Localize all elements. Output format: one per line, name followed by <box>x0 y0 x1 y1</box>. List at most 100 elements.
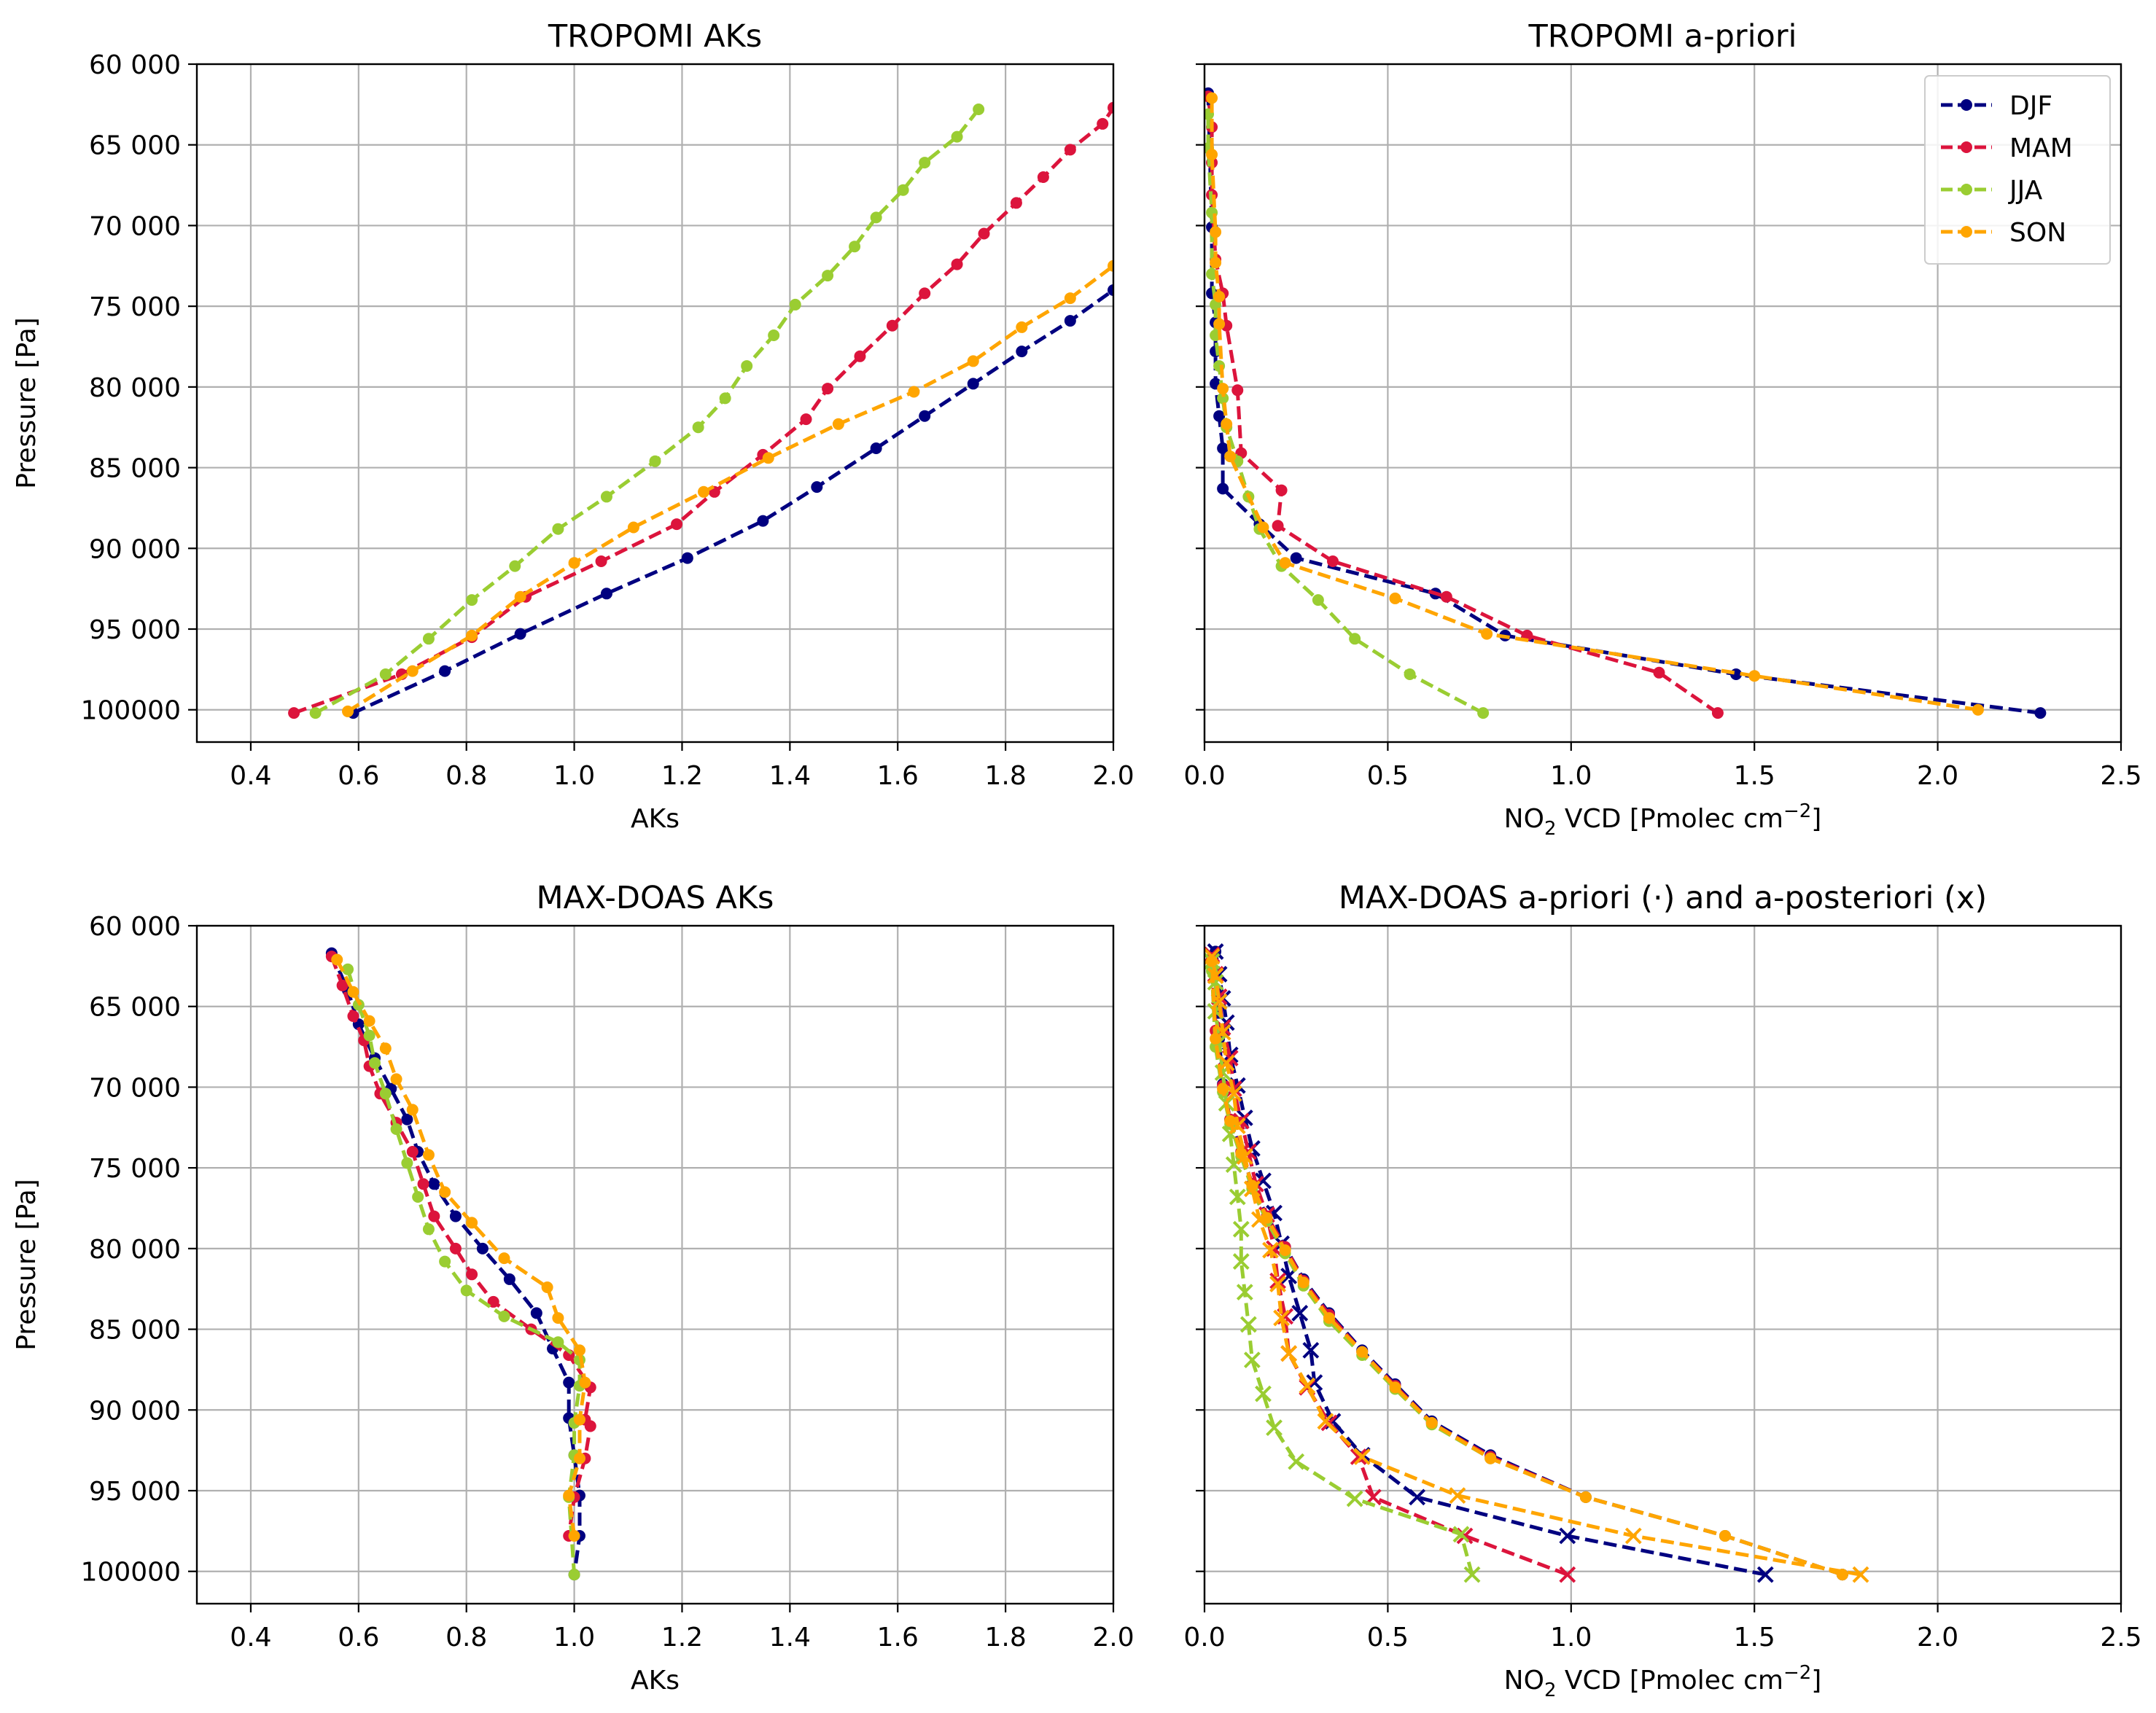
data-point <box>811 481 823 493</box>
data-point <box>439 1186 451 1198</box>
y-tick-label: 100000 <box>81 1558 181 1588</box>
data-point <box>1653 666 1665 679</box>
data-point-x-marker <box>1218 1054 1235 1072</box>
data-point <box>1016 321 1028 333</box>
data-point <box>1010 197 1022 209</box>
data-point <box>390 1123 402 1135</box>
data-point <box>1272 520 1284 532</box>
x-tick-label: 0.0 <box>1183 761 1225 791</box>
data-point <box>1349 633 1361 645</box>
y-tick-label: 75 000 <box>89 292 181 322</box>
data-point <box>886 319 898 332</box>
data-point-x-marker <box>1243 1180 1261 1198</box>
data-point <box>1210 257 1222 269</box>
data-point <box>466 1217 478 1229</box>
data-point <box>1016 346 1028 358</box>
data-point <box>579 1376 591 1389</box>
data-point <box>854 350 866 362</box>
data-point-x-marker <box>1280 1345 1298 1362</box>
data-point <box>1425 1417 1438 1429</box>
data-point <box>498 1252 510 1265</box>
y-tick-label: 75 000 <box>89 1154 181 1184</box>
data-point-x-marker <box>1232 1220 1250 1238</box>
data-point-x-marker <box>1353 1448 1371 1465</box>
data-point <box>487 1295 499 1308</box>
x-tick-label: 2.5 <box>2100 761 2141 791</box>
x-tick-label: 1.5 <box>1734 761 1775 791</box>
data-point <box>919 287 931 300</box>
data-point <box>600 491 612 503</box>
x-tick-label: 0.8 <box>445 1623 487 1652</box>
data-point <box>741 360 753 372</box>
data-point <box>768 329 780 341</box>
x-tick-label: 0.6 <box>338 1623 379 1652</box>
data-point-x-marker <box>1205 948 1221 965</box>
data-point-x-marker <box>1463 1566 1481 1583</box>
data-point <box>288 707 300 719</box>
data-point <box>584 1420 596 1432</box>
plot-area <box>1205 87 2047 719</box>
x-tick-label: 0.4 <box>230 761 271 791</box>
data-point-x-marker <box>1756 1566 1774 1583</box>
panel-4: 0.0 0.5 1.0 1.5 2.0 2.5 MAX-DOAS a-priori (·) … <box>1183 880 2141 1701</box>
data-point <box>1108 260 1113 272</box>
data-point <box>870 211 882 224</box>
data-point-x-marker <box>1269 1272 1286 1289</box>
data-point <box>1217 442 1229 454</box>
data-point <box>1224 450 1237 463</box>
data-point <box>1108 284 1113 296</box>
data-point <box>1064 315 1076 327</box>
data-point-x-marker <box>1273 1309 1291 1327</box>
axes-frame <box>195 924 1115 1605</box>
data-point <box>649 455 661 467</box>
data-point <box>1217 1082 1229 1095</box>
data-point-x-marker <box>1236 1148 1253 1166</box>
data-point <box>1484 1452 1497 1464</box>
data-point <box>1477 707 1490 719</box>
data-point <box>568 1569 580 1581</box>
series-son <box>342 260 1113 717</box>
x-tick-label: 1.0 <box>1550 1623 1592 1652</box>
data-point <box>449 1242 462 1254</box>
data-point <box>552 1312 564 1324</box>
data-point <box>363 1015 375 1027</box>
data-point <box>530 1307 542 1319</box>
axes-frame <box>1203 924 2122 1605</box>
data-point <box>552 523 564 535</box>
legend-entry-jja: JJA <box>1941 176 2043 206</box>
data-point <box>363 1029 375 1042</box>
panel-1: 0.4 0.6 0.8 1.0 1.2 1.4 1.6 1.8 2.0 60 000 65 000 7… <box>12 18 1135 834</box>
data-point <box>1213 290 1226 303</box>
axes-frame <box>195 63 1115 744</box>
data-point <box>439 665 451 677</box>
data-point-x-marker <box>1266 1419 1283 1437</box>
data-point-x-marker <box>1229 1188 1246 1206</box>
x-axis-label: AKs <box>631 804 680 834</box>
data-point <box>1217 392 1229 405</box>
legend: DJF MAM JJA SON <box>1924 75 2111 265</box>
data-point <box>498 1310 510 1322</box>
series-jja <box>309 104 985 719</box>
x-tick-label: 2.0 <box>1917 1623 1958 1652</box>
x-tick-label: 2.0 <box>1092 1623 1134 1652</box>
data-point <box>1748 670 1761 682</box>
data-point-x-marker <box>1317 1413 1334 1430</box>
data-point <box>460 1284 472 1297</box>
data-point <box>1213 410 1226 422</box>
legend-marker <box>1961 184 1972 195</box>
data-point <box>973 104 985 115</box>
data-point <box>509 560 521 572</box>
data-point <box>390 1073 402 1085</box>
data-point <box>1217 383 1229 395</box>
data-point <box>514 628 526 640</box>
panel-2: 0.0 0.5 1.0 1.5 2.0 2.5 TROPOMI a-priori NO2 VC… <box>1183 18 2141 840</box>
axes-frame <box>1203 63 2122 744</box>
data-point <box>342 705 354 717</box>
data-point-x-marker <box>1452 1526 1470 1543</box>
y-tick-label: 70 000 <box>89 1073 181 1103</box>
data-point <box>406 1104 419 1116</box>
series-son <box>1206 92 1984 716</box>
data-point <box>1972 703 1984 716</box>
data-point <box>822 270 834 282</box>
